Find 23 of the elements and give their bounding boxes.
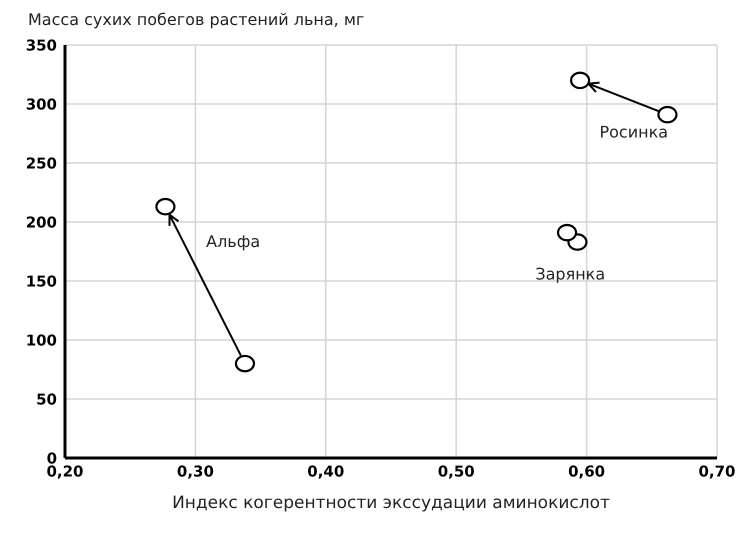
y-tick-label: 300	[26, 95, 57, 114]
y-tick-label: 200	[26, 213, 57, 232]
x-tick-label: 0,60	[568, 462, 606, 481]
y-tick-label: 350	[26, 36, 57, 54]
text: Альфа	[206, 232, 260, 252]
point	[234, 354, 256, 372]
point	[155, 198, 176, 216]
y-tick-label: 150	[26, 272, 57, 290]
y-tick-label: 250	[26, 154, 57, 172]
x-tick-label: 0,50	[438, 462, 475, 481]
x-tick-label: 0,20	[46, 462, 84, 481]
y-tick-label: 50	[36, 390, 57, 408]
x-tick-label: 0,40	[307, 462, 344, 481]
x-tick-label: 0,70	[698, 462, 736, 481]
y-tick-label: 100	[26, 331, 57, 350]
point	[657, 106, 678, 124]
y-axis-title: Масса сухих побегов растений льна, мг	[28, 10, 364, 29]
legend-label: Росинка	[599, 122, 668, 142]
point	[556, 224, 578, 242]
x-tick-label: 0,30	[176, 462, 214, 481]
point	[570, 72, 590, 90]
x-axis-title: Индекс когерентности экссудации аминокислот	[172, 493, 610, 513]
series-label: Зарянка	[535, 264, 606, 284]
